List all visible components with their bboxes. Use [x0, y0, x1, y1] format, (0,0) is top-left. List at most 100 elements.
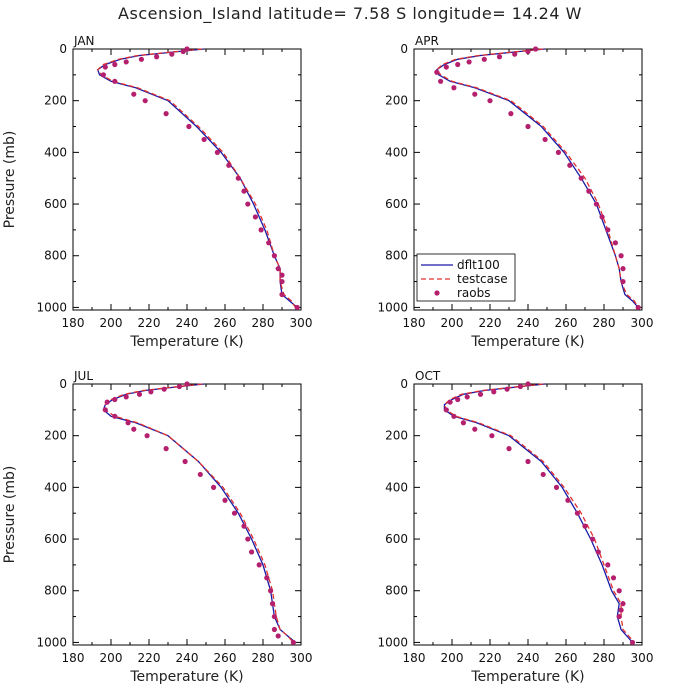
raobs-point	[144, 433, 150, 439]
raobs-point	[504, 386, 510, 392]
raobs-point	[258, 227, 264, 233]
raobs-point	[434, 69, 440, 75]
y-tick-label: 800	[385, 584, 408, 598]
raobs-point	[582, 523, 588, 529]
raobs-point	[275, 633, 281, 639]
raobs-point	[211, 484, 217, 490]
legend-label-dflt100: dflt100	[457, 258, 500, 272]
x-tick-label: 220	[479, 651, 502, 665]
raobs-point	[618, 253, 624, 259]
y-tick-label: 1000	[377, 635, 408, 649]
raobs-point	[176, 383, 182, 390]
raobs-point	[586, 188, 592, 194]
raobs-point	[112, 396, 118, 403]
y-tick-label: 0	[400, 377, 408, 391]
raobs-point	[472, 91, 478, 97]
raobs-point	[102, 407, 108, 413]
raobs-point	[616, 588, 622, 594]
raobs-point	[620, 278, 626, 285]
x-tick-label: 180	[403, 316, 426, 330]
raobs-point	[235, 175, 241, 181]
panel-name: OCT	[415, 369, 441, 383]
raobs-point	[271, 253, 277, 259]
y-tick-label: 0	[59, 42, 67, 56]
raobs-point	[578, 175, 584, 181]
raobs-point	[447, 399, 453, 405]
x-tick-label: 280	[252, 651, 275, 665]
plot-frame	[72, 48, 302, 311]
raobs-point	[455, 396, 461, 403]
raobs-point	[271, 626, 277, 633]
raobs-point	[612, 240, 619, 246]
x-tick-label: 220	[138, 316, 161, 330]
raobs-point	[112, 78, 118, 84]
raobs-point	[525, 381, 531, 387]
x-tick-label: 280	[593, 316, 616, 330]
raobs-point	[605, 227, 611, 233]
x-tick-label: 200	[441, 316, 464, 330]
x-tick-label: 240	[517, 651, 540, 665]
raobs-point	[451, 413, 457, 419]
raobs-point	[496, 54, 503, 60]
x-tick-label: 220	[479, 316, 502, 330]
raobs-point	[279, 278, 285, 285]
x-tick-label: 280	[593, 651, 616, 665]
raobs-point	[182, 458, 188, 465]
raobs-point	[506, 446, 512, 452]
raobs-point	[477, 391, 484, 397]
x-tick-label: 300	[631, 316, 654, 330]
raobs-point	[443, 407, 449, 413]
x-tick-label: 240	[176, 651, 199, 665]
raobs-point	[138, 56, 144, 62]
legend-label-raobs: raobs	[457, 286, 491, 300]
raobs-point	[635, 304, 641, 311]
raobs-point	[104, 399, 110, 405]
raobs-point	[245, 536, 251, 542]
raobs-point	[464, 394, 470, 400]
dflt100-line	[436, 48, 639, 308]
panel-jan: 180 200 220 240 260 280 300 0 200 400 600 800 1000 JA…	[2, 34, 312, 350]
raobs-point	[271, 613, 277, 620]
raobs-point	[102, 64, 108, 70]
x-tick-label: 180	[62, 651, 85, 665]
y-axis-label: Pressure (mb)	[2, 131, 18, 229]
raobs-point	[605, 562, 611, 568]
raobs-point	[169, 51, 175, 57]
figure-title: Ascension_Island latitude= 7.58 S longit…	[118, 4, 582, 24]
raobs-point	[154, 54, 160, 60]
x-tick-label: 200	[100, 316, 123, 330]
raobs-point	[620, 601, 626, 607]
raobs-point	[455, 61, 461, 68]
raobs-point	[245, 201, 251, 207]
raobs-point	[525, 48, 531, 55]
raobs-point	[256, 562, 262, 568]
raobs-point	[241, 523, 247, 529]
raobs-point	[264, 575, 270, 581]
raobs-point	[136, 391, 143, 397]
raobs-point	[226, 162, 232, 168]
raobs-point	[599, 214, 605, 220]
raobs-point	[184, 46, 190, 52]
raobs-point	[186, 123, 192, 130]
raobs-point	[512, 51, 518, 57]
raobs-point	[466, 59, 472, 65]
x-tick-label: 180	[403, 651, 426, 665]
raobs-point	[266, 240, 272, 246]
raobs-point	[231, 510, 238, 516]
y-tick-label: 200	[385, 94, 408, 108]
raobs-point	[595, 549, 601, 555]
y-tick-label: 0	[59, 377, 67, 391]
raobs-point	[525, 458, 531, 465]
raobs-point	[112, 61, 118, 68]
panel-apr: 180 200 220 240 260 280 300 0 200 400 600 800 1000 AP…	[377, 34, 653, 350]
raobs-point	[184, 381, 190, 387]
legend-marker-raobs	[434, 290, 440, 296]
raobs-point	[525, 123, 531, 130]
raobs-point	[279, 272, 285, 278]
raobs-point	[241, 188, 247, 194]
testcase-line	[104, 383, 294, 643]
plot-frame	[72, 383, 302, 646]
panel-name: JUL	[73, 369, 93, 383]
